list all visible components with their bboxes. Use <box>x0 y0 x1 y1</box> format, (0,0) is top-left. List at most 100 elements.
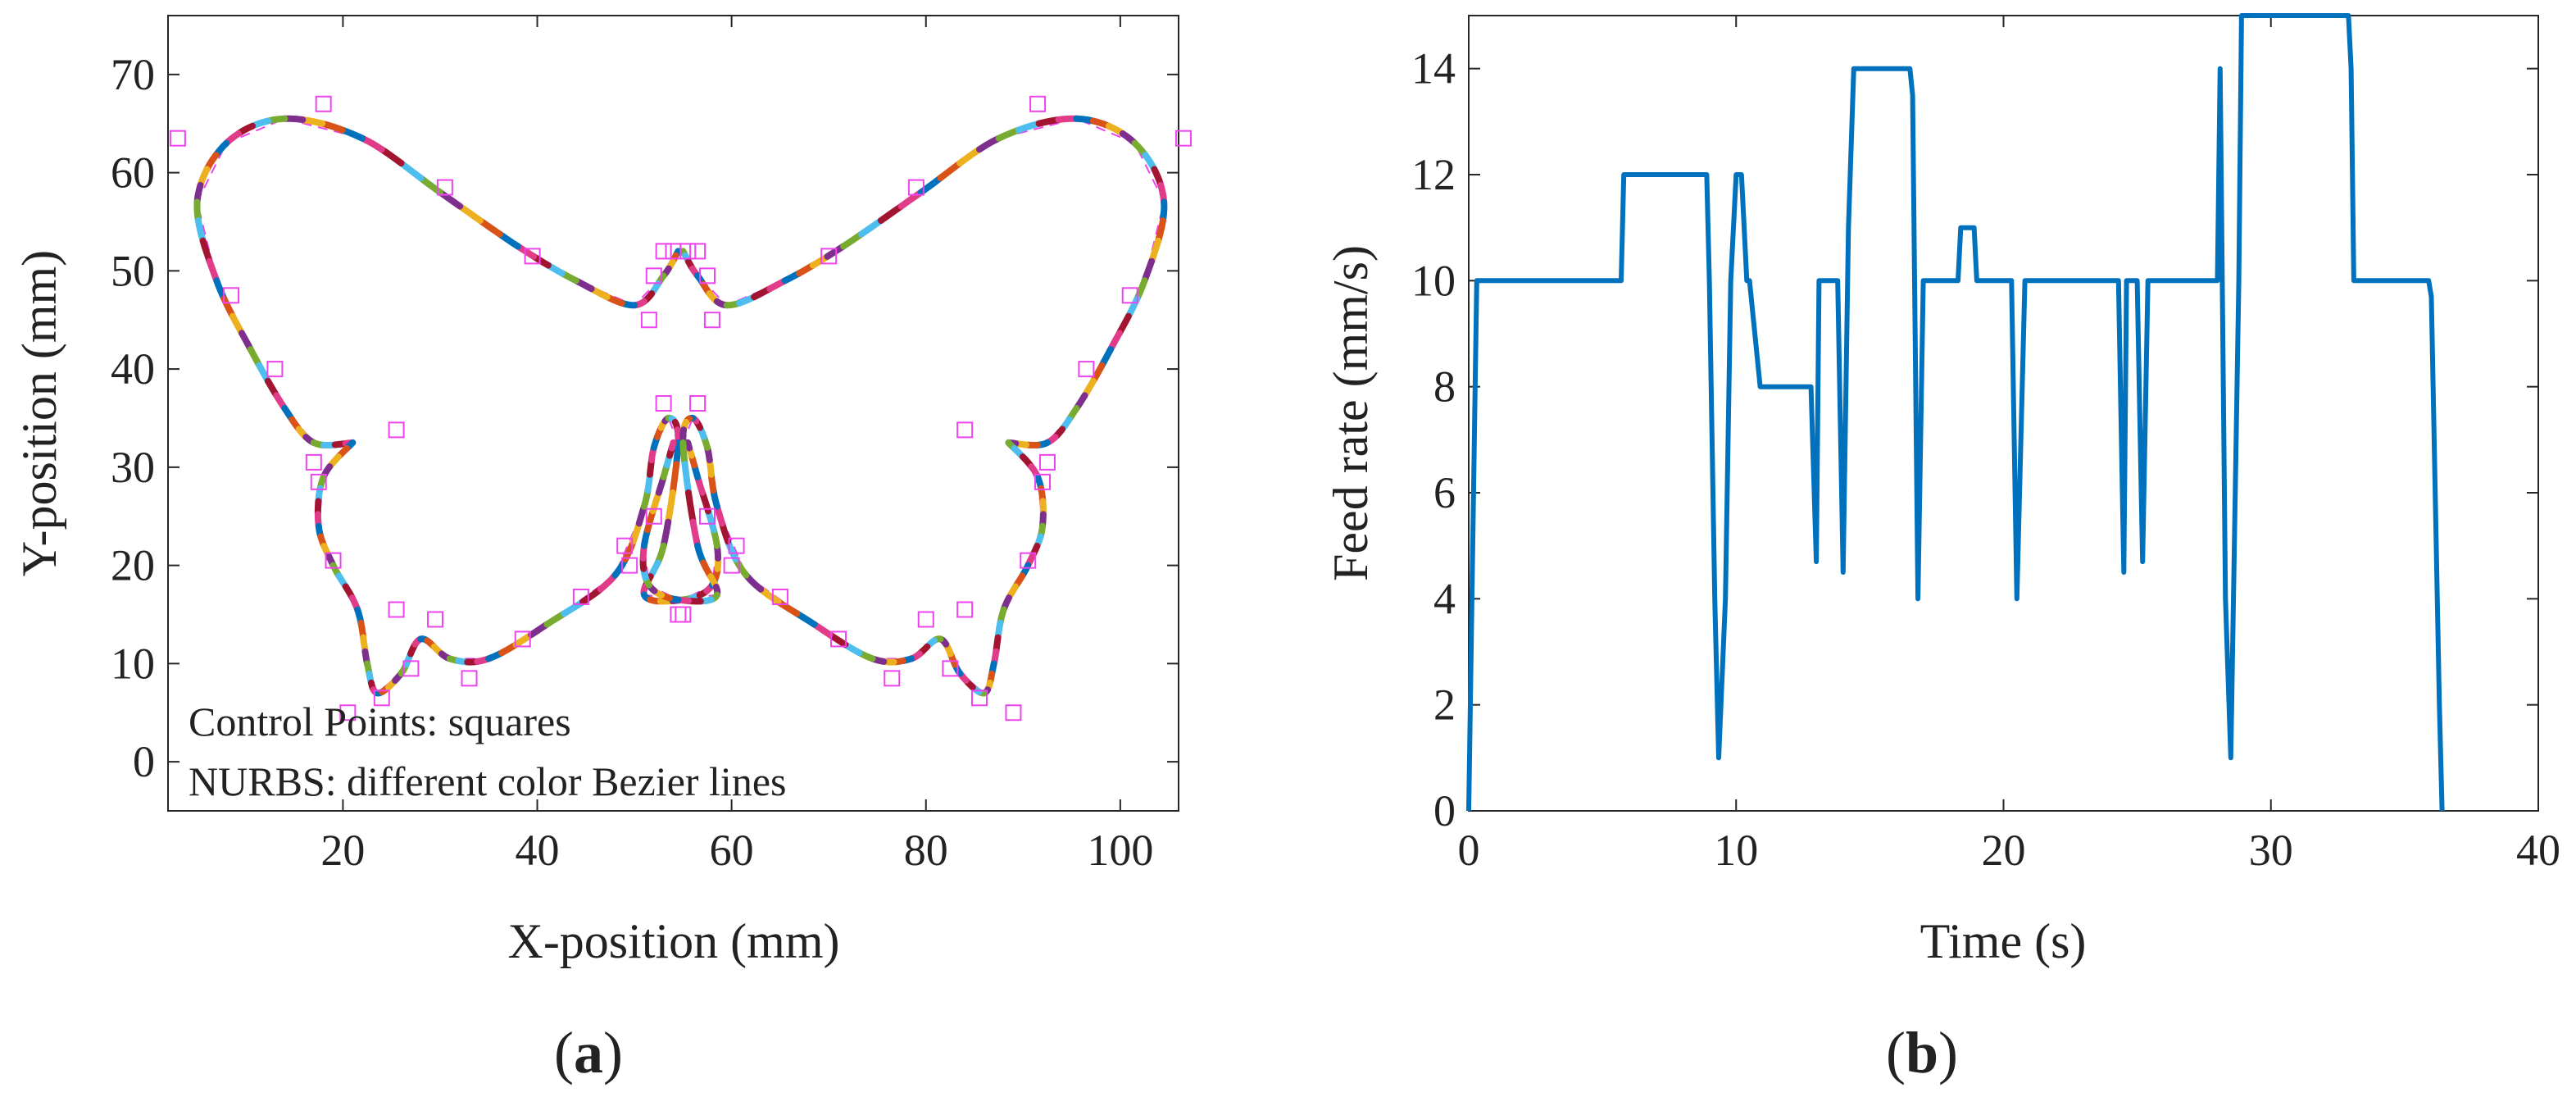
control-point <box>339 704 357 721</box>
bezier-segment <box>514 243 538 260</box>
y-tick-label: 4 <box>1433 574 1456 623</box>
panel-label-a: (a) <box>554 1020 623 1086</box>
control-point <box>645 267 662 284</box>
bezier-segment <box>705 508 717 534</box>
bezier-segment <box>665 489 676 526</box>
control-point <box>1005 704 1022 721</box>
y-tick-label: 10 <box>111 639 155 688</box>
bezier-segment <box>757 585 782 606</box>
bezier-segment <box>840 230 865 250</box>
bezier-segment <box>338 126 366 142</box>
control-points <box>169 95 1192 721</box>
bezier-segment <box>689 518 702 549</box>
control-point <box>771 588 788 605</box>
x-tick-label: 60 <box>710 826 754 875</box>
x-tick-label: 20 <box>320 826 365 875</box>
x-axis-label-a: X-position (mm) <box>508 914 840 968</box>
bezier-segment <box>1141 257 1156 284</box>
control-point <box>572 588 589 605</box>
y-tick-label: 0 <box>133 737 155 786</box>
x-tick-label: 30 <box>2249 826 2293 875</box>
bezier-segment <box>1148 237 1162 265</box>
bezier-segment <box>660 518 672 549</box>
x-tick-label: 20 <box>1982 826 2026 875</box>
nurbs-curve <box>193 115 1168 697</box>
control-point <box>427 611 444 628</box>
y-tick-label: 40 <box>111 344 155 394</box>
bezier-segment <box>206 257 220 284</box>
control-point <box>325 552 342 569</box>
control-point <box>1020 552 1037 569</box>
control-point <box>315 95 332 112</box>
y-tick-label: 0 <box>1433 786 1456 835</box>
butterfly-path-chart: 20 40 60 80 100 0 10 20 30 40 50 60 70 Control Poin… <box>12 15 1192 1086</box>
control-point <box>679 243 697 260</box>
control-point <box>728 537 745 554</box>
control-point <box>970 690 988 707</box>
annotation-nurbs: NURBS: different color Bezier lines <box>189 758 786 804</box>
control-point <box>373 690 390 707</box>
bezier-segment <box>543 610 568 628</box>
control-point <box>436 179 453 196</box>
bezier-segment <box>679 439 688 468</box>
bezier-segment <box>956 146 983 166</box>
control-point <box>621 557 638 574</box>
control-point <box>820 248 838 265</box>
x-tick-label: 100 <box>1087 826 1153 875</box>
y-tick-label: 20 <box>111 541 155 590</box>
x-axis-label-b: Time (s) <box>1920 914 2087 968</box>
control-point <box>655 243 672 260</box>
y-tick-label: 2 <box>1433 681 1456 730</box>
x-tick-label: 40 <box>516 826 560 875</box>
control-point <box>461 670 478 687</box>
y-tick-label: 14 <box>1411 44 1456 93</box>
bezier-segment <box>644 508 656 534</box>
control-point <box>1029 95 1047 112</box>
bezier-segment <box>457 203 484 224</box>
x-tick-label: 40 <box>2516 826 2560 875</box>
control-point <box>1038 453 1056 471</box>
plot-frame-a <box>167 15 1179 812</box>
control-polygon-line <box>682 117 1165 444</box>
panel-letter-a: a <box>574 1020 603 1086</box>
control-point <box>942 660 959 677</box>
y-axis-label-a: Y-position (mm) <box>12 250 66 576</box>
control-point <box>223 287 240 304</box>
control-point <box>266 361 284 378</box>
control-point <box>956 421 974 439</box>
plot-frame-b <box>1468 15 2539 812</box>
control-point <box>698 508 716 525</box>
panel-letter-b: b <box>1906 1020 1938 1086</box>
control-point <box>655 395 672 412</box>
control-polygon-line <box>196 117 679 444</box>
control-point <box>616 537 634 554</box>
control-point <box>675 606 692 623</box>
feed-rate-chart: 0 10 20 30 40 0 2 4 6 8 10 12 14 Time (s) Feed rate… <box>1324 13 2560 1086</box>
bezier-segment <box>793 610 818 628</box>
control-point <box>640 312 657 329</box>
y-tick-label: 50 <box>111 246 155 295</box>
feed-rate-line <box>1466 13 2445 812</box>
control-point <box>917 611 934 628</box>
y-tick-label: 70 <box>111 50 155 99</box>
control-point <box>305 453 322 471</box>
control-point <box>1174 130 1192 147</box>
bezier-segment <box>579 585 604 606</box>
y-tick-label: 6 <box>1433 468 1456 517</box>
bezier-segment <box>976 134 1002 153</box>
control-point <box>689 243 706 260</box>
bezier-segment <box>476 217 503 238</box>
bezier-segment <box>378 146 405 166</box>
bezier-segment <box>668 439 677 452</box>
x-ticks-a: 20 40 60 80 100 <box>320 16 1153 875</box>
y-tick-label: 30 <box>111 443 155 492</box>
x-tick-label: 0 <box>1458 826 1480 875</box>
y-tick-label: 12 <box>1411 150 1456 199</box>
control-point <box>703 312 720 329</box>
control-point <box>1034 473 1052 490</box>
control-point <box>1121 287 1138 304</box>
bezier-segment <box>496 230 521 250</box>
control-point <box>830 630 847 648</box>
control-point <box>723 557 740 574</box>
control-point <box>698 267 716 284</box>
